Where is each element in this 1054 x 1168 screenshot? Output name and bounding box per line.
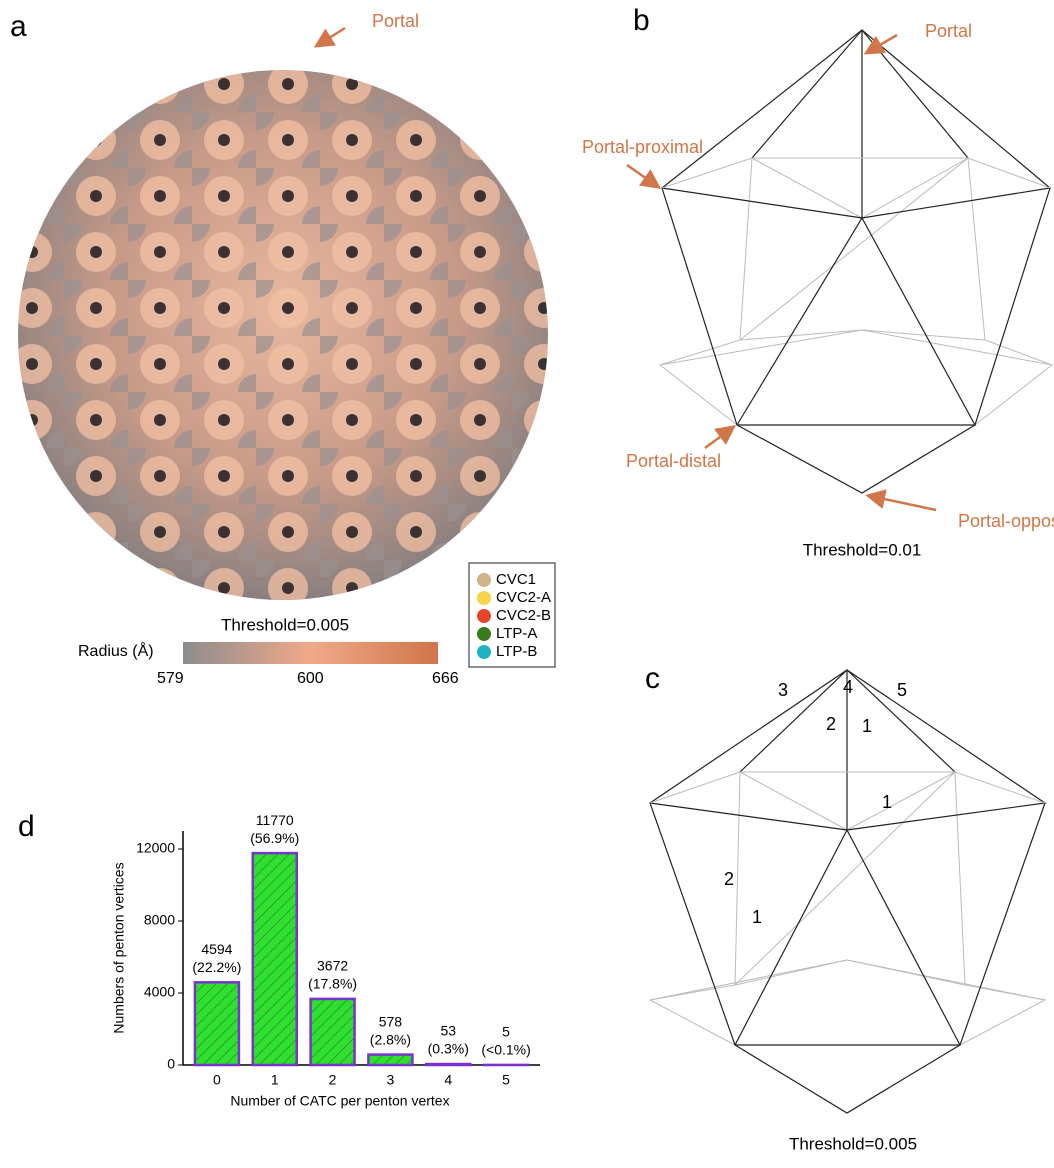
legend-marker — [477, 627, 491, 641]
legend-marker — [477, 573, 491, 587]
legend-label: LTP-B — [496, 643, 537, 660]
legend-label: LTP-A — [496, 625, 537, 642]
annotation: Portal-opposite — [958, 511, 1054, 531]
x-tick-label: 4 — [444, 1072, 452, 1088]
bar-hatch — [195, 982, 239, 1065]
site-label: 2 — [724, 869, 734, 889]
panel-label: d — [18, 810, 35, 843]
colorbar — [183, 642, 438, 664]
site-label: 1 — [752, 907, 762, 927]
annotation: Portal — [925, 21, 972, 41]
x-tick-label: 5 — [502, 1072, 510, 1088]
value-label: 5 — [502, 1024, 510, 1040]
site-label: 2 — [826, 714, 836, 734]
annotation: Portal-proximal — [582, 137, 703, 157]
x-axis-label: Number of CATC per penton vertex — [230, 1093, 449, 1109]
share-label: (22.2%) — [192, 959, 241, 975]
share-label: (2.8%) — [370, 1031, 411, 1047]
colorbar-tick-label: 666 — [432, 670, 459, 687]
icosahedron — [650, 670, 1045, 1113]
panel-label: c — [645, 662, 660, 695]
legend-marker — [477, 591, 491, 605]
site-label: 1 — [862, 716, 872, 736]
arrow — [870, 496, 936, 510]
x-tick-label: 1 — [271, 1072, 279, 1088]
site-label: 1 — [882, 792, 892, 812]
capsid-texture — [18, 70, 548, 600]
legend-label: CVC2-B — [496, 607, 551, 624]
colorbar-tick-label: 579 — [157, 670, 184, 687]
arrow — [705, 428, 732, 448]
y-axis-label: Numbers of penton vertices — [111, 862, 127, 1033]
panel-label: a — [10, 10, 27, 43]
share-label: (56.9%) — [250, 830, 299, 846]
legend-marker — [477, 609, 491, 623]
colorbar-tick-label: 600 — [297, 670, 324, 687]
panel-label: b — [633, 4, 650, 37]
colorbar-title: Radius (Å) — [78, 641, 154, 660]
value-label: 3672 — [317, 958, 348, 974]
arrow — [627, 165, 657, 186]
y-tick-label: 8000 — [144, 912, 175, 928]
legend-label: CVC1 — [496, 571, 536, 588]
bar-hatch — [253, 853, 297, 1065]
x-tick-label: 3 — [387, 1072, 395, 1088]
bar-hatch — [426, 1064, 470, 1065]
annotation: Portal-distal — [626, 451, 721, 471]
bar-hatch — [311, 999, 355, 1065]
value-label: 53 — [440, 1023, 456, 1039]
x-tick-label: 2 — [329, 1072, 337, 1088]
value-label: 578 — [379, 1013, 403, 1029]
share-label: (<0.1%) — [481, 1042, 530, 1058]
bar-hatch — [368, 1055, 412, 1065]
threshold: Threshold=0.005 — [789, 1134, 917, 1153]
site-label: 4 — [843, 677, 853, 697]
site-label: 5 — [897, 680, 907, 700]
share-label: (0.3%) — [428, 1041, 469, 1057]
y-tick-label: 0 — [167, 1056, 175, 1072]
share-label: (17.8%) — [308, 976, 357, 992]
icosahedron — [660, 30, 1052, 493]
arrow — [318, 28, 345, 45]
value-label: 4594 — [201, 941, 232, 957]
threshold: Threshold=0.005 — [221, 615, 349, 634]
bar-chart: 0 4000 8000 12000 Numbers of penton vertices… — [111, 812, 540, 1109]
annotation: Portal — [372, 11, 419, 31]
y-tick-label: 4000 — [144, 984, 175, 1000]
y-tick-label: 12000 — [136, 840, 175, 856]
site-label: 3 — [778, 680, 788, 700]
value-label: 11770 — [256, 812, 294, 828]
threshold: Threshold=0.01 — [803, 540, 922, 559]
arrow — [868, 35, 897, 52]
legend-label: CVC2-A — [496, 589, 551, 606]
x-tick-label: 0 — [213, 1072, 221, 1088]
legend-marker — [477, 645, 491, 659]
